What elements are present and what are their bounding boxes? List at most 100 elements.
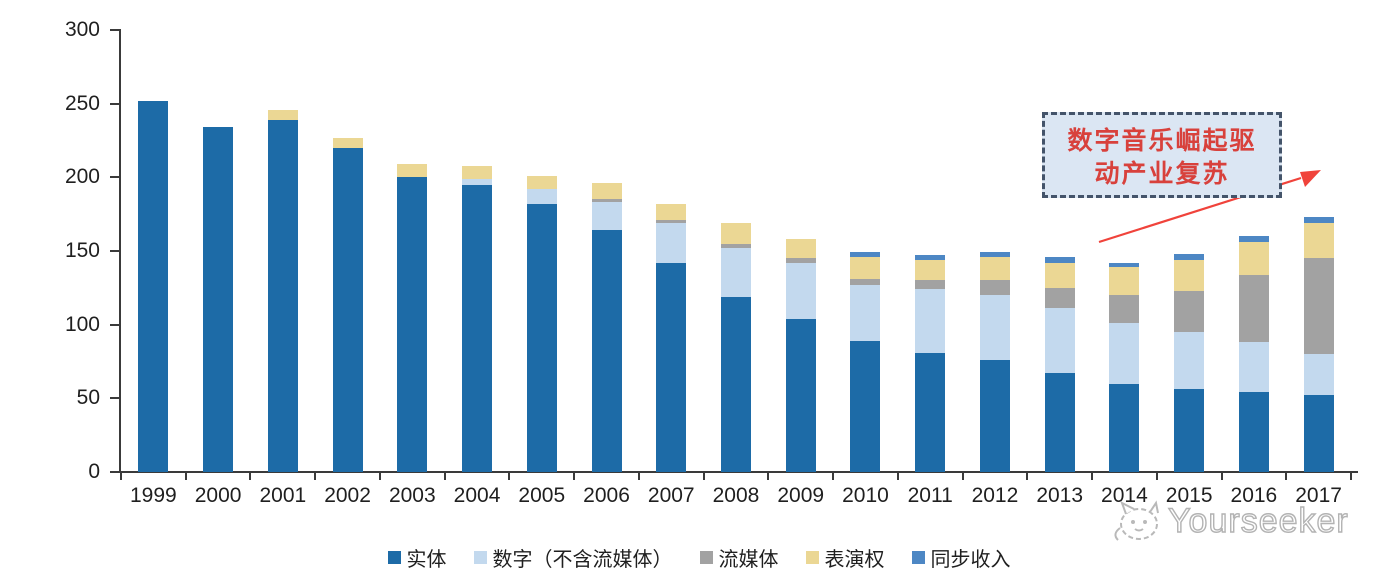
bar-segment	[332, 137, 363, 148]
y-axis-tick-label: 250	[64, 91, 100, 115]
x-axis-tick	[702, 472, 705, 480]
bar-segment	[1303, 217, 1334, 223]
legend-swatch	[699, 551, 713, 564]
x-axis-tick	[896, 472, 899, 480]
x-axis-tick	[1285, 472, 1288, 480]
x-axis-label: 2005	[518, 484, 566, 507]
x-axis-tick	[249, 472, 252, 480]
x-axis-tick	[184, 472, 187, 480]
y-axis-tick	[110, 29, 119, 31]
legend-label: 实体	[406, 547, 447, 571]
x-axis-label: 2011	[907, 484, 953, 507]
legend-item: 数字（不含流媒体）	[473, 543, 673, 572]
x-axis-label: 2007	[647, 484, 695, 507]
bar-segment	[1109, 295, 1140, 324]
x-axis-label: 2012	[971, 484, 1019, 507]
x-axis	[119, 471, 1358, 473]
bar-segment	[526, 203, 557, 472]
x-axis-tick	[120, 472, 122, 480]
bar-segment	[721, 296, 751, 472]
bar-segment	[591, 199, 622, 203]
y-axis-tick	[110, 250, 119, 252]
watermark: Yourseeker	[1106, 498, 1349, 544]
x-axis-label: 2008	[712, 484, 760, 507]
bar-segment	[591, 230, 622, 472]
bar-segment	[591, 183, 622, 200]
bar-segment	[1238, 342, 1269, 393]
bar-segment	[1174, 290, 1205, 333]
bar-segment	[1238, 274, 1269, 343]
x-axis-tick	[1220, 472, 1223, 480]
y-axis-tick	[110, 102, 119, 105]
x-axis-label: 2004	[453, 484, 501, 507]
bar-segment	[397, 164, 428, 178]
bar-segment	[721, 248, 751, 297]
y-axis	[119, 29, 121, 473]
bar-segment	[1238, 242, 1269, 275]
legend-item: 实体	[387, 543, 447, 572]
y-axis-tick	[110, 176, 119, 179]
x-axis-label: 2003	[388, 484, 436, 507]
bar-segment	[785, 318, 816, 472]
bar-segment	[462, 184, 493, 472]
bar-segment	[1044, 256, 1075, 263]
x-axis-tick	[1091, 472, 1094, 480]
bar-segment	[979, 280, 1010, 296]
x-axis-label: 2006	[583, 484, 630, 507]
legend-swatch	[387, 551, 401, 564]
legend-swatch	[805, 551, 819, 564]
y-axis-tick	[110, 471, 119, 473]
bar-segment	[915, 259, 946, 281]
bar-segment	[1044, 287, 1075, 309]
bar-segment	[1303, 395, 1334, 472]
bar-segment	[267, 119, 298, 472]
legend-label: 表演权	[824, 547, 885, 571]
x-axis-label: 2017	[1295, 484, 1342, 507]
legend: 实体 数字（不含流媒体） 流媒体 表演权 同步收入	[0, 543, 1398, 572]
legend-label: 流媒体	[718, 547, 779, 571]
bar-segment	[1174, 253, 1205, 260]
x-axis-tick	[1350, 472, 1352, 480]
watermark-text: Yourseeker	[1167, 501, 1349, 540]
bar-segment	[979, 252, 1010, 257]
y-axis-tick-label: 150	[64, 239, 100, 262]
y-axis-tick-label: 300	[64, 18, 100, 41]
bar-segment	[1109, 267, 1140, 296]
bar-segment	[1044, 308, 1075, 374]
bar-segment	[915, 280, 946, 290]
x-axis-tick	[767, 472, 770, 480]
legend-item: 同步收入	[911, 543, 1011, 572]
bar-segment	[721, 243, 751, 249]
x-axis-tick	[378, 472, 381, 480]
x-axis-label: 2010	[842, 484, 889, 507]
y-axis-tick	[110, 323, 119, 326]
bar-segment	[979, 295, 1010, 360]
bar-segment	[462, 165, 493, 179]
cat-logo-icon	[1114, 500, 1159, 541]
bar-segment	[1109, 383, 1140, 472]
bar-segment	[397, 177, 428, 472]
bar-segment	[1174, 389, 1205, 472]
y-axis-tick-label: 200	[64, 165, 100, 189]
x-axis-label: 2009	[777, 484, 825, 507]
bar-segment	[1174, 332, 1205, 390]
bar-segment	[1303, 223, 1334, 259]
x-axis-label: 2015	[1165, 484, 1213, 507]
x-axis-tick	[1026, 472, 1029, 480]
x-axis-label: 2013	[1036, 484, 1084, 507]
x-axis-label: 2016	[1230, 484, 1278, 507]
bar-segment	[785, 262, 816, 319]
bar-segment	[1174, 259, 1205, 291]
x-axis-label: 2001	[259, 484, 307, 507]
y-axis-tick-label: 0	[88, 460, 100, 483]
bar-segment	[1109, 262, 1140, 268]
bar-segment	[1044, 373, 1075, 472]
legend-label: 数字（不含流媒体）	[492, 547, 673, 571]
bar-segment	[1303, 354, 1334, 396]
x-axis-tick	[443, 472, 446, 480]
bar-segment	[656, 223, 687, 263]
bar-segment	[915, 352, 946, 472]
bar-segment	[656, 203, 687, 221]
annotation-line-1: 数字音乐崛起驱	[1067, 126, 1257, 155]
